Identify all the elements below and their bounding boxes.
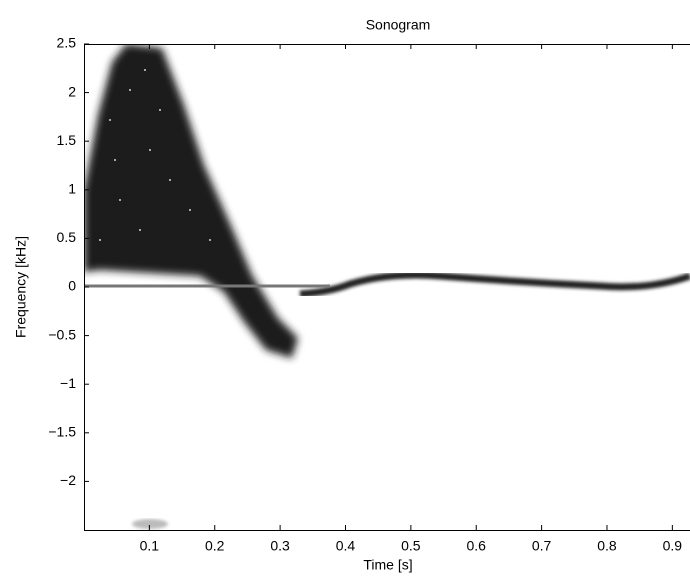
x-tick-label: 0.6 (466, 538, 486, 554)
x-tick-label: 0.1 (140, 538, 160, 554)
x-tick-label: 0.8 (597, 538, 617, 554)
y-tick-label: 1.5 (57, 132, 77, 148)
x-tick-label: 0.9 (663, 538, 683, 554)
y-tick-label: −1 (60, 375, 76, 391)
x-tick-label: 0.3 (270, 538, 290, 554)
speckle (99, 69, 211, 241)
sonogram-region (84, 44, 298, 358)
x-tick-label: 0.5 (401, 538, 421, 554)
x-axis-label: Time [s] (363, 557, 412, 573)
x-tick-label: 0.2 (205, 538, 225, 554)
y-tick-label: 0.5 (57, 229, 77, 245)
y-tick-label: 1 (68, 181, 76, 197)
sonogram-region (132, 519, 168, 529)
y-axis-label: Frequency [kHz] (13, 236, 29, 338)
y-tick-label: −2 (60, 472, 76, 488)
x-tick-label: 0.7 (532, 538, 552, 554)
x-tick-label: 0.4 (336, 538, 356, 554)
y-tick-label: 2.5 (57, 35, 77, 51)
y-tick-label: −1.5 (48, 424, 76, 440)
y-tick-label: 2 (68, 83, 76, 99)
y-tick-label: 0 (68, 278, 76, 294)
y-tick-label: −0.5 (48, 326, 76, 342)
chart-title: Sonogram (366, 17, 431, 33)
sonogram-region (299, 271, 690, 298)
sonogram-image (84, 44, 690, 529)
